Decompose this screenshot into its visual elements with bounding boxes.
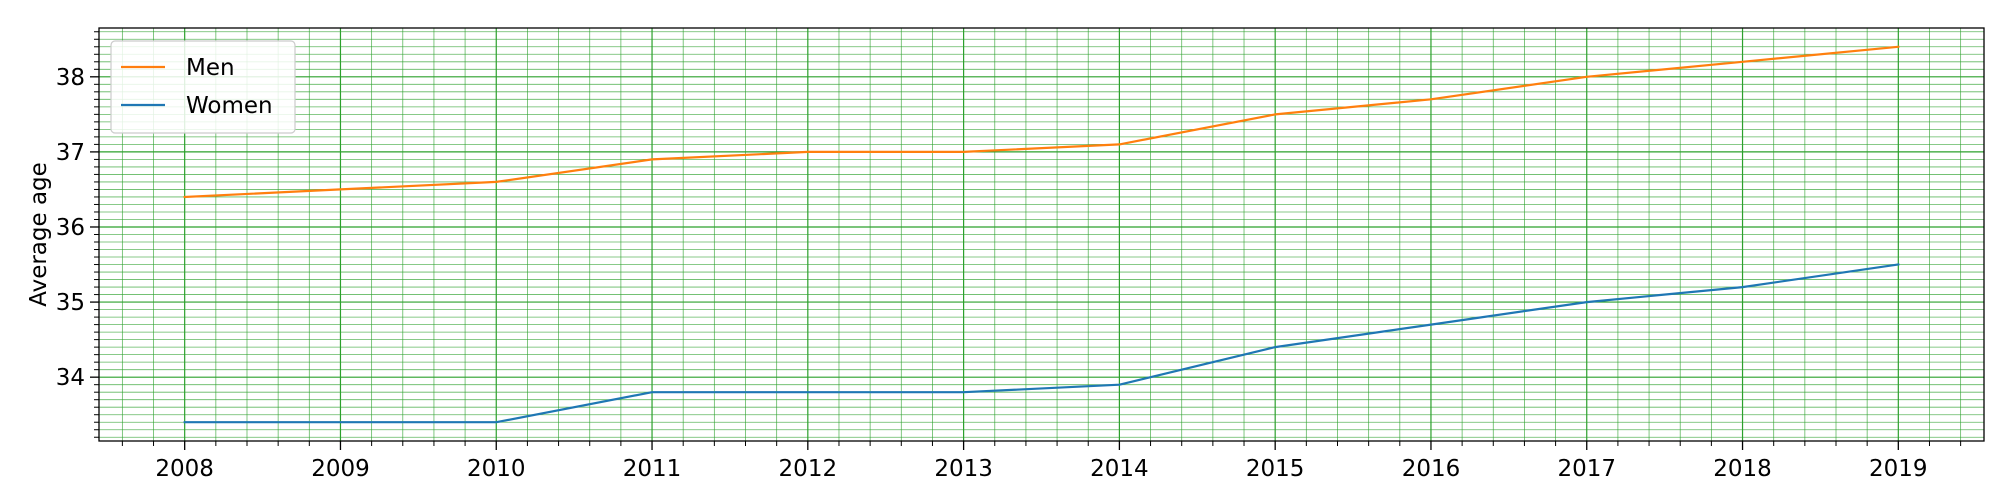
x-tick-label: 2009 [311,456,370,482]
y-axis-tick-labels: 34 35 36 37 38 [56,65,85,391]
legend-label-women: Women [186,93,273,119]
legend-label-men: Men [186,55,235,81]
x-tick-label: 2015 [1246,456,1305,482]
x-tick-label: 2019 [1869,456,1928,482]
legend-box [110,40,296,134]
y-tick-label: 38 [56,65,85,91]
x-tick-label: 2011 [623,456,682,482]
series-line-women [183,263,1900,424]
legend: Men Women [110,40,296,134]
x-tick-label: 2012 [779,456,838,482]
legend-items: Men Women [121,55,273,119]
x-tick-label: 2008 [155,456,214,482]
y-tick-label: 36 [56,215,85,241]
y-tick-label: 37 [56,140,85,166]
axis-ticks [90,31,1962,450]
x-tick-label: 2013 [934,456,993,482]
y-tick-label: 34 [56,365,85,391]
x-tick-label: 2017 [1557,456,1616,482]
x-tick-label: 2018 [1713,456,1772,482]
x-tick-label: 2010 [467,456,526,482]
series-line-men [183,45,1900,199]
series-lines [183,45,1900,424]
x-axis-tick-labels: 2008 2009 2010 2011 2012 2013 2014 2015 2016 2017… [155,456,1927,482]
x-tick-label: 2014 [1090,456,1149,482]
grid [99,28,1984,441]
y-axis-title: Average age [26,162,52,307]
x-tick-label: 2016 [1402,456,1461,482]
y-tick-label: 35 [56,290,85,316]
